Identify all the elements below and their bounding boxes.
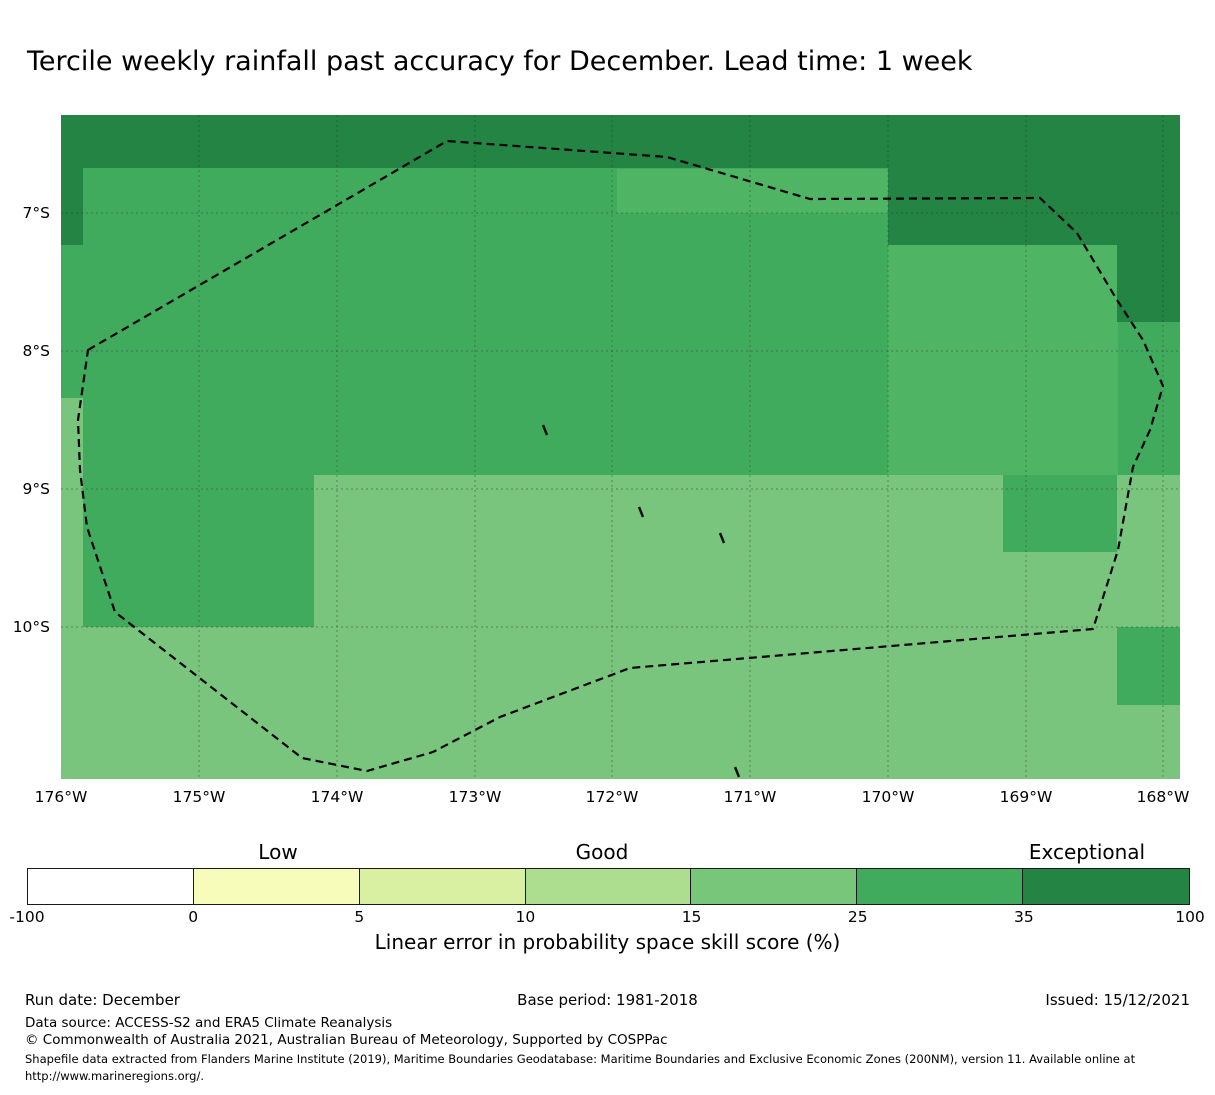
base-period-text: Base period: 1981-2018 <box>517 991 698 1009</box>
run-date-text: Run date: December <box>25 991 180 1009</box>
copyright-text: © Commonwealth of Australia 2021, Austra… <box>25 1032 668 1048</box>
colorbar-axis-label: Linear error in probability space skill … <box>374 930 841 954</box>
skill-region-25-35 <box>1117 627 1180 705</box>
colorbar-tick-label: 35 <box>1013 908 1034 926</box>
data-source-text: Data source: ACCESS-S2 and ERA5 Climate … <box>25 1015 393 1031</box>
island-mark <box>637 506 645 518</box>
colorbar-tick-label: -100 <box>9 908 45 926</box>
map-plot <box>61 115 1180 779</box>
colorbar-tick-label: 0 <box>188 908 199 926</box>
colorbar-tick-label: 25 <box>847 908 868 926</box>
colorbar-segment-0-to-5 <box>193 869 360 904</box>
colorbar-segment--100-to-0 <box>28 869 194 904</box>
x-tick-label: 169°W <box>999 788 1053 806</box>
x-tick-label: 172°W <box>585 788 639 806</box>
skill-region-35-100 <box>888 115 1180 245</box>
x-tick-label: 176°W <box>34 788 88 806</box>
island-mark <box>718 532 726 544</box>
skill-region-25-35 <box>83 475 314 627</box>
y-tick-label: 9°S <box>22 480 50 498</box>
colorbar-tick-label: 100 <box>1175 908 1205 926</box>
y-tick-label: 7°S <box>22 204 50 222</box>
x-tick-label: 168°W <box>1136 788 1190 806</box>
colorbar-segment-35-to-100 <box>1023 869 1189 904</box>
colorbar-category-exceptional: Exceptional <box>1028 840 1146 864</box>
x-tick-label: 173°W <box>448 788 502 806</box>
colorbar-segment-25-to-35 <box>857 869 1024 904</box>
skill-region-25-35 (lighter) <box>617 169 888 213</box>
colorbar-tick-label: 15 <box>681 908 702 926</box>
shapefile-attribution-text: Shapefile data extracted from Flanders M… <box>25 1052 1136 1083</box>
skill-region-35-100 <box>61 115 83 245</box>
map-canvas <box>61 115 1180 779</box>
skill-region-35-100 <box>1117 245 1180 322</box>
colorbar <box>27 868 1190 905</box>
island-mark <box>541 424 549 436</box>
colorbar-segment-10-to-15 <box>525 869 692 904</box>
island-mark <box>733 766 741 778</box>
skill-region-25-35 (lighter) <box>888 245 1118 475</box>
issued-date-text: Issued: 15/12/2021 <box>1045 991 1190 1009</box>
colorbar-category-good: Good <box>575 840 629 864</box>
x-tick-label: 175°W <box>172 788 226 806</box>
y-tick-label: 8°S <box>22 342 50 360</box>
x-tick-label: 174°W <box>310 788 364 806</box>
x-tick-label: 171°W <box>723 788 777 806</box>
eez-boundary-line <box>76 139 1165 773</box>
colorbar-tick-label: 5 <box>354 908 365 926</box>
y-tick-label: 10°S <box>12 618 50 636</box>
skill-region-25-35 <box>1003 475 1117 552</box>
colorbar-tick-label: 10 <box>515 908 536 926</box>
colorbar-category-low: Low <box>258 840 298 864</box>
x-tick-label: 170°W <box>861 788 915 806</box>
colorbar-segment-15-to-25 <box>691 869 858 904</box>
figure-title: Tercile weekly rainfall past accuracy fo… <box>27 46 973 77</box>
colorbar-segment-5-to-10 <box>359 869 526 904</box>
